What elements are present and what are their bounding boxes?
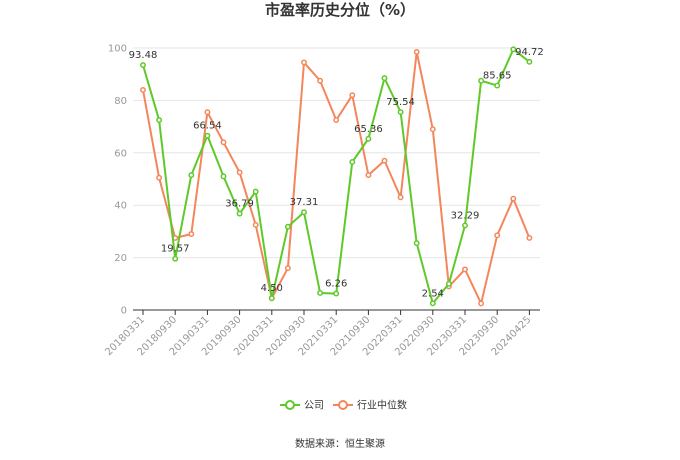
series-line	[142, 50, 531, 305]
data-point	[317, 77, 324, 84]
data-point	[510, 46, 517, 53]
data-label: 94.72	[515, 47, 544, 58]
data-point	[220, 139, 227, 146]
data-label: 19.57	[161, 244, 190, 255]
series-industry-median	[140, 48, 533, 307]
data-point	[494, 232, 501, 239]
chart-title: 市盈率历史分位（%）	[265, 1, 415, 19]
data-point	[478, 77, 485, 84]
series-line	[142, 48, 531, 305]
data-point	[365, 172, 372, 179]
legend-item-industry-median[interactable]: 行业中位数	[333, 399, 407, 412]
y-axis: 0 20 40 60 80 100	[108, 44, 127, 317]
data-point	[204, 132, 211, 139]
data-point	[381, 75, 388, 82]
data-label: 93.48	[129, 50, 158, 61]
data-point	[510, 195, 517, 202]
data-point	[333, 117, 340, 124]
data-point	[172, 255, 179, 262]
data-point	[429, 126, 436, 133]
data-point	[317, 290, 324, 296]
legend-label: 公司	[304, 401, 324, 412]
data-label: 66.54	[193, 121, 222, 132]
grid-lines	[133, 47, 540, 311]
x-axis: 2018033120180930201903312019093020200331…	[103, 309, 540, 358]
data-label: 2.54	[422, 288, 444, 299]
data-point	[526, 235, 533, 241]
data-label: 32.29	[451, 210, 480, 221]
data-point	[349, 92, 356, 99]
data-point	[284, 265, 291, 272]
legend-marker	[285, 400, 295, 410]
data-point	[220, 173, 227, 180]
data-point	[236, 210, 243, 217]
data-point	[156, 117, 163, 124]
data-label: 37.31	[290, 197, 319, 208]
data-point	[284, 223, 291, 230]
data-point	[413, 240, 420, 247]
series-layer	[140, 46, 533, 307]
data-point	[429, 300, 436, 307]
legend-marker	[338, 400, 348, 410]
data-point	[478, 300, 485, 307]
data-point	[268, 295, 275, 302]
data-point	[236, 169, 243, 176]
data-point	[397, 194, 404, 201]
y-tick-label: 60	[114, 148, 127, 159]
data-point	[301, 209, 307, 216]
data-point	[445, 280, 452, 287]
data-label: 36.79	[225, 199, 254, 210]
y-tick-label: 100	[108, 44, 127, 55]
data-point	[494, 82, 501, 89]
data-point	[140, 62, 146, 69]
data-point	[156, 174, 163, 181]
data-label: 4.50	[261, 283, 283, 294]
data-point	[188, 231, 195, 237]
data-point	[333, 290, 340, 297]
data-point	[462, 266, 468, 273]
data-labels: 93.48 19.57 66.54 36.79 4.50 37.31 6.26 65.36 75…	[129, 47, 544, 300]
y-tick-label: 0	[121, 306, 127, 317]
legend-label: 行业中位数	[357, 399, 407, 412]
data-point	[462, 222, 468, 229]
data-label: 65.36	[354, 124, 383, 135]
data-point	[140, 86, 146, 93]
data-point	[413, 48, 420, 55]
series-company	[140, 46, 533, 307]
data-point	[252, 188, 259, 195]
data-point	[381, 157, 388, 164]
y-tick-label: 40	[114, 201, 127, 212]
data-point	[301, 59, 307, 66]
data-label: 75.54	[386, 97, 415, 108]
data-point	[349, 159, 356, 165]
y-tick-label: 20	[114, 253, 127, 264]
data-point	[204, 109, 211, 116]
data-label: 85.65	[483, 71, 512, 82]
data-label: 6.26	[325, 279, 347, 290]
data-point	[526, 58, 533, 65]
data-point	[365, 135, 372, 142]
data-point	[252, 221, 259, 228]
legend-item-company[interactable]: 公司	[280, 400, 324, 412]
data-point	[397, 109, 404, 116]
data-point	[188, 172, 195, 179]
y-tick-label: 80	[114, 96, 127, 107]
source-note: 数据来源：恒生聚源	[295, 437, 385, 450]
legend[interactable]: 公司 行业中位数	[280, 399, 407, 412]
